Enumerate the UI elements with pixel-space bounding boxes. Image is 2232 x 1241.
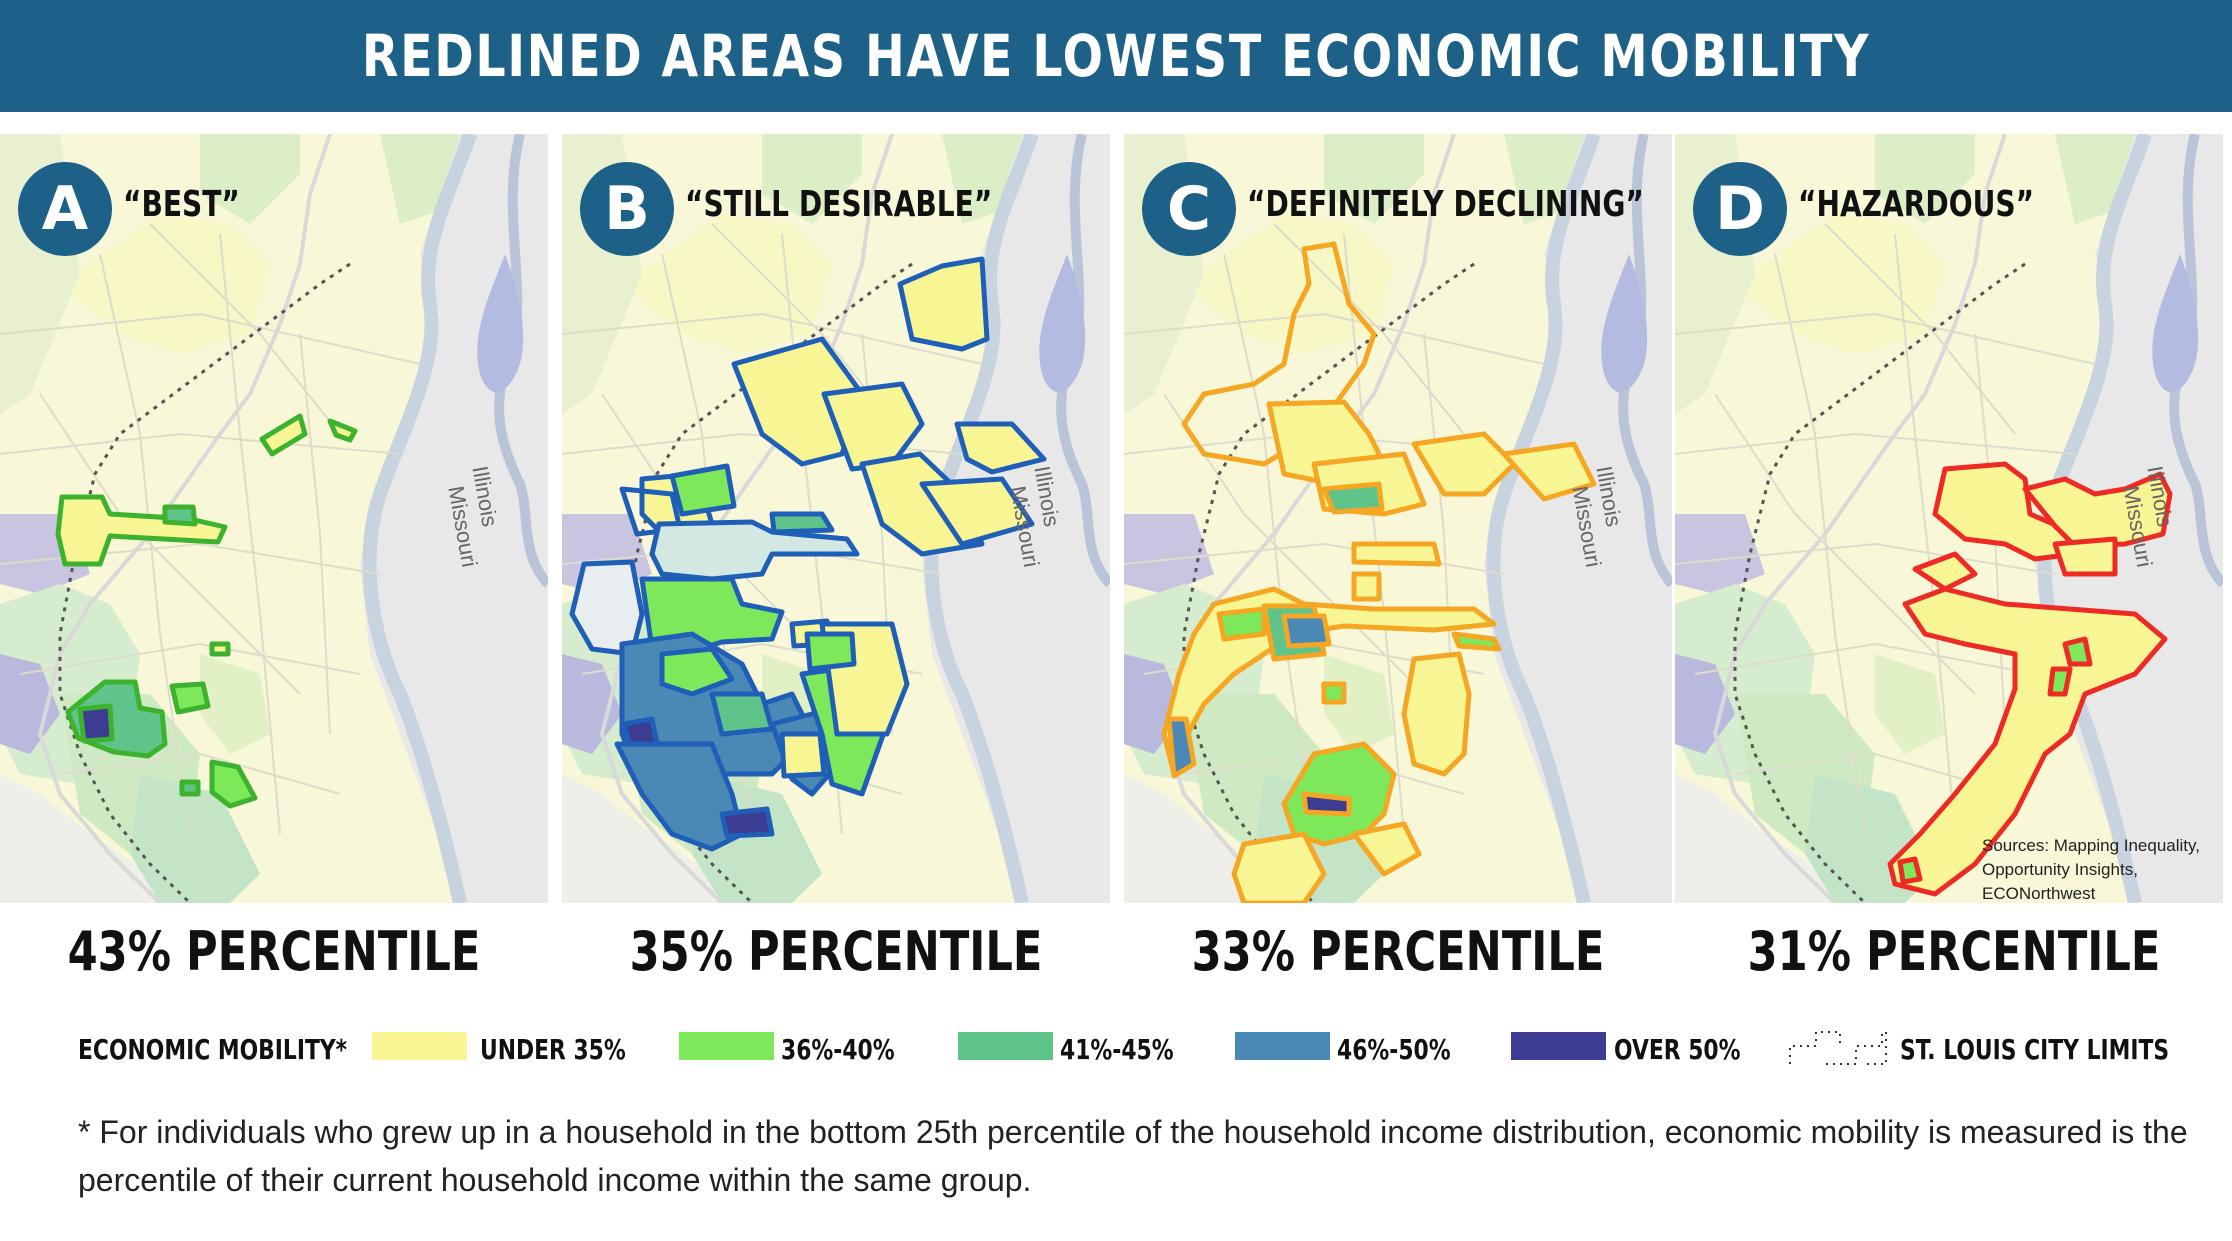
legend-label-36-40: 36%-40% bbox=[781, 1033, 895, 1066]
percentile-b: 35% PERCENTILE bbox=[629, 920, 1043, 983]
grade-label-c: “DEFINITELY DECLINING” bbox=[1247, 184, 1644, 225]
zones-b bbox=[569, 256, 1047, 852]
title-banner: REDLINED AREAS HAVE LOWEST ECONOMIC MOBI… bbox=[0, 0, 2232, 112]
grade-badge-b: B bbox=[580, 162, 674, 256]
grade-badge-a: A bbox=[18, 162, 112, 256]
map-panel-d: D “HAZARDOUS” Illinois Missouri bbox=[1675, 134, 2223, 903]
legend-swatch-41-45 bbox=[958, 1032, 1053, 1060]
percentile-d: 31% PERCENTILE bbox=[1747, 920, 2161, 983]
legend-label-over-50: OVER 50% bbox=[1614, 1033, 1741, 1066]
legend-swatch-over-50 bbox=[1511, 1032, 1606, 1060]
percentile-c: 33% PERCENTILE bbox=[1191, 920, 1605, 983]
map-panel-a: A “BEST” Illinois Missouri bbox=[0, 134, 548, 903]
zones-c bbox=[1161, 241, 1597, 903]
grade-label-d: “HAZARDOUS” bbox=[1798, 184, 2035, 225]
legend-city-limits-symbol bbox=[1789, 1031, 1887, 1065]
zones-a bbox=[55, 413, 358, 809]
sources-note: Sources: Mapping Inequality, Opportunity… bbox=[1982, 836, 2200, 903]
legend-label-city-limits: ST. LOUIS CITY LIMITS bbox=[1900, 1033, 2170, 1066]
legend-swatch-36-40 bbox=[679, 1032, 774, 1060]
legend-label-46-50: 46%-50% bbox=[1337, 1033, 1451, 1066]
grade-label-b: “STILL DESIRABLE” bbox=[685, 184, 993, 225]
grade-badge-c: C bbox=[1142, 162, 1236, 256]
legend-swatch-under-35 bbox=[372, 1032, 467, 1060]
legend-swatch-46-50 bbox=[1235, 1032, 1330, 1060]
legend-label-under-35: UNDER 35% bbox=[480, 1033, 626, 1066]
legend-title: ECONOMIC MOBILITY* bbox=[78, 1033, 348, 1066]
grade-badge-d: D bbox=[1693, 162, 1787, 256]
legend-label-41-45: 41%-45% bbox=[1060, 1033, 1174, 1066]
zones-d bbox=[1887, 461, 2173, 897]
footnote: * For individuals who grew up in a house… bbox=[78, 1114, 2188, 1198]
grade-label-a: “BEST” bbox=[123, 184, 240, 225]
map-panel-b: B “STILL DESIRABLE” Illinois Missouri bbox=[562, 134, 1110, 903]
percentile-a: 43% PERCENTILE bbox=[67, 920, 481, 983]
page-title: REDLINED AREAS HAVE LOWEST ECONOMIC MOBI… bbox=[361, 22, 1871, 90]
map-panel-c: C “DEFINITELY DECLINING” Illinois Missou… bbox=[1124, 134, 1672, 903]
